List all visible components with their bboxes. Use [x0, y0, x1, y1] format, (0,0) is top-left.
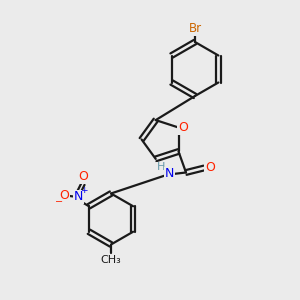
Text: −: − — [56, 197, 64, 207]
Text: O: O — [178, 121, 188, 134]
Text: O: O — [205, 161, 215, 175]
Text: Br: Br — [188, 22, 202, 35]
Text: O: O — [78, 170, 88, 183]
Text: O: O — [59, 189, 69, 202]
Text: +: + — [80, 185, 88, 194]
Text: H: H — [157, 162, 165, 172]
Text: N: N — [165, 167, 174, 181]
Text: N: N — [74, 190, 83, 203]
Text: CH₃: CH₃ — [100, 255, 122, 266]
